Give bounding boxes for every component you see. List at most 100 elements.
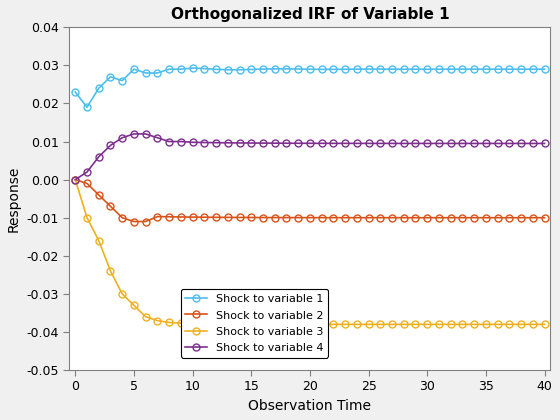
Shock to variable 1 (295, 66, 301, 71)
Shock to variable 1 (201, 66, 208, 71)
Shock to variable 2 (213, 215, 220, 220)
Shock to variable 3 (459, 322, 466, 327)
Shock to variable 3 (506, 322, 513, 327)
Shock to variable 3 (283, 322, 290, 327)
Legend: Shock to variable 1, Shock to variable 2, Shock to variable 3, Shock to variable: Shock to variable 1, Shock to variable 2… (181, 289, 328, 358)
Shock to variable 4 (119, 135, 125, 140)
Shock to variable 3 (225, 322, 231, 327)
Shock to variable 2 (306, 215, 313, 220)
Shock to variable 2 (225, 215, 231, 220)
Line: Shock to variable 1: Shock to variable 1 (72, 65, 548, 111)
Shock to variable 1 (189, 66, 196, 71)
Shock to variable 4 (95, 154, 102, 159)
Shock to variable 2 (260, 215, 267, 220)
Shock to variable 2 (119, 215, 125, 220)
Shock to variable 2 (365, 215, 372, 220)
Shock to variable 4 (529, 141, 536, 146)
Shock to variable 1 (283, 66, 290, 71)
Shock to variable 3 (189, 321, 196, 326)
Shock to variable 2 (130, 219, 137, 224)
Shock to variable 3 (272, 322, 278, 327)
Shock to variable 2 (412, 215, 419, 220)
Shock to variable 1 (377, 66, 384, 71)
Shock to variable 2 (541, 215, 548, 220)
Shock to variable 1 (272, 66, 278, 71)
Shock to variable 3 (412, 322, 419, 327)
Shock to variable 4 (142, 131, 149, 136)
Shock to variable 2 (201, 215, 208, 220)
Shock to variable 1 (178, 67, 184, 72)
Shock to variable 3 (213, 321, 220, 326)
Shock to variable 4 (189, 140, 196, 145)
Shock to variable 4 (436, 141, 442, 146)
Shock to variable 2 (272, 215, 278, 220)
Shock to variable 2 (295, 215, 301, 220)
Shock to variable 1 (225, 67, 231, 72)
Shock to variable 4 (389, 141, 395, 146)
Shock to variable 3 (447, 322, 454, 327)
Shock to variable 2 (377, 215, 384, 220)
Line: Shock to variable 3: Shock to variable 3 (72, 176, 548, 328)
Shock to variable 1 (518, 67, 525, 72)
Shock to variable 2 (447, 215, 454, 220)
Shock to variable 4 (400, 141, 407, 146)
Shock to variable 4 (213, 140, 220, 145)
Line: Shock to variable 2: Shock to variable 2 (72, 176, 548, 225)
Shock to variable 1 (424, 67, 431, 72)
Shock to variable 4 (272, 141, 278, 146)
Shock to variable 2 (189, 215, 196, 220)
Shock to variable 2 (342, 215, 348, 220)
Shock to variable 3 (166, 320, 172, 325)
Shock to variable 1 (541, 67, 548, 72)
Shock to variable 1 (529, 67, 536, 72)
Shock to variable 4 (201, 140, 208, 145)
Shock to variable 1 (365, 66, 372, 71)
Shock to variable 4 (83, 170, 90, 175)
Shock to variable 4 (154, 135, 161, 140)
Shock to variable 2 (154, 214, 161, 219)
Shock to variable 1 (459, 67, 466, 72)
Shock to variable 3 (494, 322, 501, 327)
Shock to variable 3 (306, 322, 313, 327)
Shock to variable 3 (201, 321, 208, 326)
Shock to variable 3 (342, 322, 348, 327)
Shock to variable 1 (400, 67, 407, 72)
Shock to variable 1 (260, 66, 267, 71)
Shock to variable 4 (342, 141, 348, 146)
Shock to variable 3 (529, 322, 536, 327)
X-axis label: Observation Time: Observation Time (249, 399, 371, 413)
Shock to variable 4 (260, 141, 267, 146)
Shock to variable 2 (424, 215, 431, 220)
Shock to variable 2 (353, 215, 360, 220)
Shock to variable 2 (178, 215, 184, 220)
Shock to variable 1 (330, 67, 337, 72)
Shock to variable 3 (154, 318, 161, 323)
Shock to variable 1 (119, 78, 125, 83)
Shock to variable 3 (83, 215, 90, 220)
Shock to variable 4 (178, 139, 184, 144)
Shock to variable 1 (83, 105, 90, 110)
Shock to variable 3 (178, 320, 184, 326)
Shock to variable 3 (471, 322, 478, 327)
Shock to variable 4 (365, 141, 372, 146)
Shock to variable 1 (130, 67, 137, 72)
Shock to variable 3 (119, 291, 125, 297)
Shock to variable 4 (459, 141, 466, 146)
Shock to variable 4 (424, 141, 431, 146)
Shock to variable 2 (389, 215, 395, 220)
Shock to variable 3 (95, 238, 102, 243)
Shock to variable 1 (318, 67, 325, 72)
Shock to variable 1 (494, 67, 501, 72)
Shock to variable 2 (166, 214, 172, 219)
Shock to variable 3 (424, 322, 431, 327)
Shock to variable 1 (506, 67, 513, 72)
Shock to variable 2 (283, 215, 290, 220)
Title: Orthogonalized IRF of Variable 1: Orthogonalized IRF of Variable 1 (171, 7, 449, 22)
Shock to variable 1 (342, 67, 348, 72)
Shock to variable 4 (494, 141, 501, 146)
Shock to variable 3 (436, 322, 442, 327)
Shock to variable 1 (248, 67, 255, 72)
Shock to variable 1 (471, 67, 478, 72)
Shock to variable 2 (83, 181, 90, 186)
Shock to variable 4 (283, 141, 290, 146)
